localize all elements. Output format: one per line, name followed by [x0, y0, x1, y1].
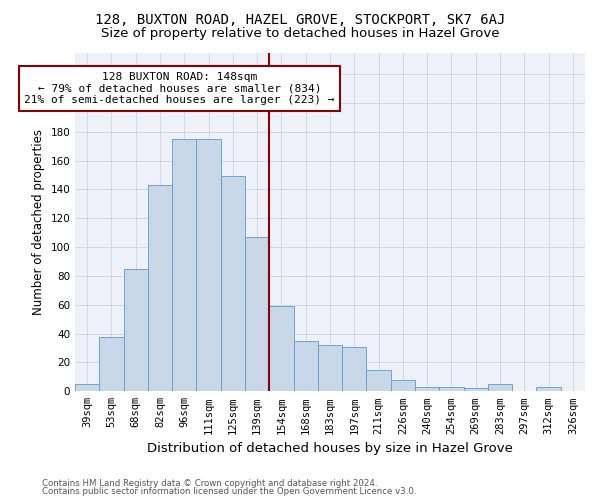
- Bar: [391, 380, 415, 392]
- Text: Contains public sector information licensed under the Open Government Licence v3: Contains public sector information licen…: [42, 487, 416, 496]
- Bar: [245, 237, 269, 392]
- Bar: [221, 176, 245, 392]
- Bar: [75, 384, 100, 392]
- Bar: [100, 336, 124, 392]
- Text: 128, BUXTON ROAD, HAZEL GROVE, STOCKPORT, SK7 6AJ: 128, BUXTON ROAD, HAZEL GROVE, STOCKPORT…: [95, 12, 505, 26]
- Bar: [269, 306, 293, 392]
- Y-axis label: Number of detached properties: Number of detached properties: [32, 129, 45, 315]
- Bar: [124, 269, 148, 392]
- Bar: [318, 345, 342, 392]
- Bar: [196, 139, 221, 392]
- Text: Contains HM Land Registry data © Crown copyright and database right 2024.: Contains HM Land Registry data © Crown c…: [42, 478, 377, 488]
- Bar: [172, 139, 196, 392]
- Bar: [415, 387, 439, 392]
- Text: 128 BUXTON ROAD: 148sqm
← 79% of detached houses are smaller (834)
21% of semi-d: 128 BUXTON ROAD: 148sqm ← 79% of detache…: [24, 72, 335, 105]
- Bar: [293, 341, 318, 392]
- Bar: [536, 387, 561, 392]
- Bar: [367, 370, 391, 392]
- Bar: [439, 387, 464, 392]
- X-axis label: Distribution of detached houses by size in Hazel Grove: Distribution of detached houses by size …: [147, 442, 513, 455]
- Text: Size of property relative to detached houses in Hazel Grove: Size of property relative to detached ho…: [101, 28, 499, 40]
- Bar: [342, 346, 367, 392]
- Bar: [488, 384, 512, 392]
- Bar: [464, 388, 488, 392]
- Bar: [148, 185, 172, 392]
